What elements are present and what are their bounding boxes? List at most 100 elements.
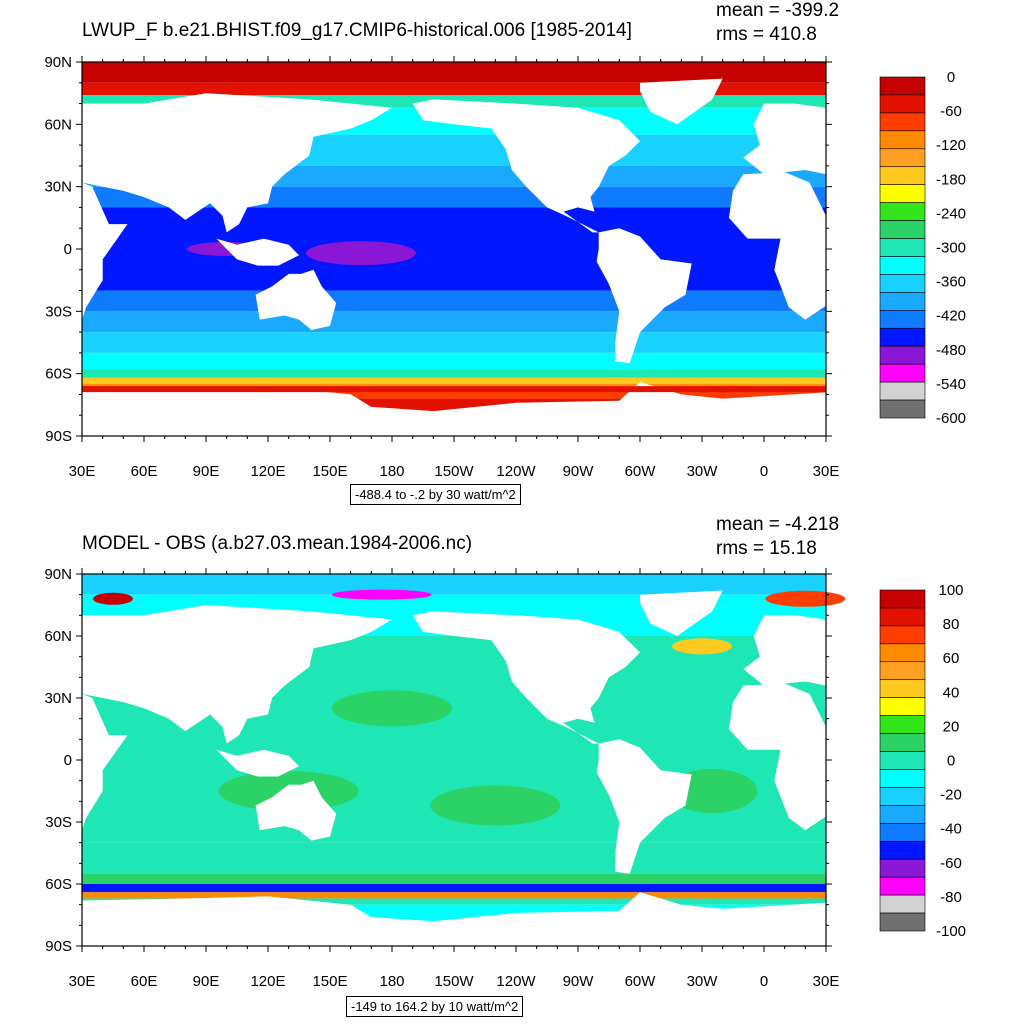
colorbar-swatch xyxy=(879,292,926,311)
colorbar-label: -480 xyxy=(936,342,966,359)
lon-tick-label: 60E xyxy=(131,973,158,990)
contour-range-box: -488.4 to -.2 by 30 watt/m^2 xyxy=(350,484,521,505)
colorbar: 0 -60 -120 -180 -240 -300 -360 -420 -480 -540 -600 xyxy=(879,69,966,427)
lon-tick-label: 30E xyxy=(69,463,96,480)
land-africa xyxy=(728,683,847,831)
lat-tick-label: 90S xyxy=(45,428,72,445)
lon-tick-label: 60E xyxy=(131,463,158,480)
lon-tick-label: 120E xyxy=(250,463,285,480)
colorbar-swatch xyxy=(879,256,926,275)
mean-stat: mean = -4.218 xyxy=(716,514,840,535)
colorbar-label: -180 xyxy=(936,171,966,188)
colorbar-swatch xyxy=(879,840,926,860)
colorbar-swatch xyxy=(879,876,926,896)
land-europe xyxy=(743,103,826,175)
colorbar-label: -420 xyxy=(936,308,966,325)
colorbar-swatch xyxy=(879,679,926,698)
colorbar-swatch xyxy=(879,607,926,627)
colorbar-label: 0 xyxy=(947,753,955,770)
lon-tick-label: 0 xyxy=(760,463,768,480)
colorbar-swatch xyxy=(879,112,926,132)
colorbar-swatch xyxy=(879,805,926,824)
colorbar-swatch xyxy=(879,751,926,770)
land-antarctica xyxy=(82,382,826,436)
colorbar-label: -120 xyxy=(936,137,966,154)
land-africa xyxy=(728,172,847,320)
rms-stat: rms = 15.18 xyxy=(716,538,817,559)
land-asia xyxy=(82,605,392,744)
panel-title: LWUP_F b.e21.BHIST.f09_g17.CMIP6-histori… xyxy=(82,20,632,41)
land-antarctica xyxy=(82,892,826,946)
lon-tick-label: 150E xyxy=(312,463,347,480)
lat-tick-label: 60N xyxy=(44,116,72,133)
lon-tick-label: 30E xyxy=(813,973,840,990)
colorbar-label: -540 xyxy=(936,376,966,393)
colorbar-label: -60 xyxy=(940,103,962,120)
land-namerica xyxy=(412,99,640,233)
lon-tick-label: 30W xyxy=(687,973,719,990)
lon-tick-label: 180 xyxy=(379,973,404,990)
lat-tick-label: 60S xyxy=(45,366,72,383)
land-namerica xyxy=(412,611,640,744)
colorbar-swatch xyxy=(879,363,926,383)
lon-tick-label: 180 xyxy=(379,463,404,480)
lat-tick-label: 90N xyxy=(44,566,72,583)
colorbar-swatch xyxy=(879,345,926,365)
colorbar-label: 40 xyxy=(943,684,960,701)
colorbar-label: -40 xyxy=(940,821,962,838)
lat-tick-label: 30S xyxy=(45,814,72,831)
colorbar-label: -80 xyxy=(940,889,962,906)
lat-tick-label: 90N xyxy=(44,54,72,71)
colorbar-swatch xyxy=(879,589,926,609)
lon-tick-label: 60W xyxy=(625,973,657,990)
colorbar-swatch xyxy=(879,787,926,806)
land-europe xyxy=(743,615,826,686)
map-axes: 90N 60N 30N 0 30S 60S 90S 30E 60E 90E 120E 150E 180 1… xyxy=(44,54,839,480)
lon-tick-label: 30E xyxy=(69,973,96,990)
lon-tick-label: 120E xyxy=(250,973,285,990)
colorbar-label: 0 xyxy=(947,69,955,86)
lon-tick-label: 90E xyxy=(193,973,220,990)
map-plot: 90N 60N 30N 0 30S 60S 90S 30E 60E 90E 120E 150E 180 1… xyxy=(44,566,966,990)
land-africa2 xyxy=(82,182,128,320)
colorbar-swatch xyxy=(879,94,926,114)
lon-tick-label: 30W xyxy=(687,463,719,480)
colorbar-swatch xyxy=(879,238,926,257)
land-australia xyxy=(255,269,337,330)
colorbar-swatch xyxy=(879,327,926,347)
panel-top: LWUP_F b.e21.BHIST.f09_g17.CMIP6-histori… xyxy=(44,0,966,505)
land-asia xyxy=(82,93,392,233)
panel-title: MODEL - OBS (a.b27.03.mean.1984-2006.nc) xyxy=(82,533,473,554)
colorbar-swatch xyxy=(879,894,926,914)
mean-stat: mean = -399.2 xyxy=(716,0,840,21)
lon-tick-label: 30E xyxy=(813,463,840,480)
colorbar-swatch xyxy=(879,220,926,239)
panel-bottom: MODEL - OBS (a.b27.03.mean.1984-2006.nc)… xyxy=(0,512,1024,1024)
colorbar-swatch xyxy=(879,733,926,752)
colorbar-swatch xyxy=(879,697,926,716)
colorbar-label: 80 xyxy=(943,616,960,633)
contour-range-box: -149 to 164.2 by 10 watt/m^2 xyxy=(346,996,524,1017)
colorbar-swatch xyxy=(879,858,926,878)
land-indonesia xyxy=(216,238,299,266)
lon-tick-label: 90E xyxy=(193,463,220,480)
lat-tick-label: 0 xyxy=(64,752,72,769)
colorbar-swatch xyxy=(879,310,926,329)
colorbar-label: -360 xyxy=(936,274,966,291)
land-greenland xyxy=(640,590,723,636)
land-indonesia xyxy=(216,749,299,777)
colorbar-label: 60 xyxy=(943,650,960,667)
lat-tick-label: 90S xyxy=(45,938,72,955)
colorbar-label: -20 xyxy=(940,787,962,804)
colorbar-swatch xyxy=(879,769,926,788)
colorbar-swatch xyxy=(879,166,926,185)
colorbar-swatch xyxy=(879,715,926,734)
map-field xyxy=(82,62,847,436)
lat-tick-label: 60N xyxy=(44,628,72,645)
colorbar-swatch xyxy=(879,184,926,203)
lat-tick-label: 60S xyxy=(45,876,72,893)
lon-tick-label: 150E xyxy=(312,973,347,990)
colorbar-swatch xyxy=(879,274,926,293)
land-samerica xyxy=(596,739,692,874)
colorbar-swatch xyxy=(879,823,926,842)
